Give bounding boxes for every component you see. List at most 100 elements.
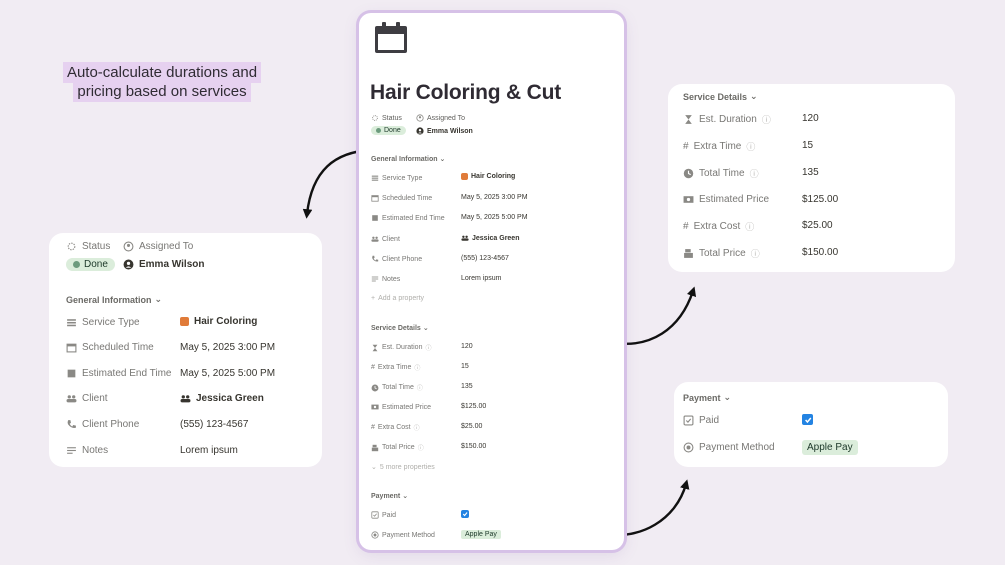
general-info-header[interactable]: General Information ⌄: [371, 155, 445, 164]
square-icon: [372, 215, 378, 221]
end-value[interactable]: May 5, 2025 5:00 PM: [461, 214, 528, 221]
scheduled-label-row: Scheduled Time: [66, 342, 154, 353]
total-time-label: Total Time: [382, 384, 414, 391]
assigned-label: Assigned To: [139, 241, 194, 252]
add-property-button[interactable]: + Add a property: [371, 295, 424, 302]
payment-label: Payment: [683, 392, 721, 403]
info-icon[interactable]: ⓘ: [414, 366, 421, 372]
method-tag[interactable]: Apple Pay: [802, 440, 858, 455]
scheduled-label: Scheduled Time: [382, 194, 433, 202]
clock-icon: [371, 384, 379, 391]
info-icon[interactable]: ⓘ: [416, 386, 423, 392]
notes-label-row: Notes: [371, 275, 400, 283]
total-price-value[interactable]: $150.00: [461, 443, 487, 450]
duration-value[interactable]: 120: [461, 343, 473, 350]
assigned-value: Emma Wilson: [139, 259, 205, 270]
payment-header[interactable]: Payment ⌄: [683, 392, 731, 403]
scheduled-value[interactable]: May 5, 2025 3:00 PM: [180, 342, 276, 353]
end-value[interactable]: May 5, 2025 5:00 PM: [180, 368, 276, 379]
scheduled-label-row: Scheduled Time: [371, 194, 432, 202]
total-time-value[interactable]: 135: [461, 383, 473, 390]
status-value: Done: [84, 259, 108, 270]
chevron-down-icon: ⌄: [422, 325, 429, 332]
hash-icon: #: [371, 364, 375, 371]
scheduled-value[interactable]: May 5, 2025 3:00 PM: [461, 194, 528, 201]
info-icon[interactable]: ⓘ: [417, 446, 424, 452]
end-label-row: Estimated End Time: [371, 214, 445, 222]
status-label: Status: [82, 241, 111, 252]
assigned-label: Assigned To: [427, 114, 466, 122]
chevron-down-icon: ⌄: [723, 392, 732, 402]
est-price-label-row: Estimated Price: [371, 403, 431, 411]
phone-value[interactable]: (555) 123-4567: [461, 255, 509, 262]
service-type-value[interactable]: Hair Coloring: [180, 316, 257, 327]
paid-checkbox[interactable]: [461, 510, 469, 518]
total-price-label: Total Price: [699, 248, 746, 259]
assignee[interactable]: Emma Wilson: [416, 127, 473, 135]
notes-label-row: Notes: [66, 445, 108, 456]
plus-icon: +: [371, 295, 376, 302]
duration-value[interactable]: 120: [802, 113, 819, 124]
info-icon[interactable]: ⓘ: [745, 222, 755, 232]
paid-checkbox[interactable]: [802, 414, 813, 425]
status-value-wrap: Done: [371, 126, 406, 135]
extra-time-value[interactable]: 15: [802, 140, 814, 151]
est-price-label: Estimated Price: [699, 194, 770, 205]
service-type-label: Service Type: [82, 317, 140, 328]
info-icon[interactable]: ⓘ: [749, 169, 759, 179]
status-badge[interactable]: Done: [66, 258, 115, 271]
phone-icon: [67, 420, 76, 429]
client-value[interactable]: Jessica Green: [461, 234, 519, 242]
info-icon[interactable]: ⓘ: [761, 115, 771, 125]
method-label: Payment Method: [382, 531, 435, 539]
payment-label: Payment: [371, 492, 401, 500]
paid-value-wrap: [461, 510, 469, 518]
payment-header[interactable]: Payment ⌄: [371, 492, 408, 501]
extra-time-label: Extra Time: [377, 364, 412, 371]
est-price-value[interactable]: $125.00: [461, 403, 487, 410]
service-type-value[interactable]: Hair Coloring: [461, 173, 515, 180]
general-info-label: General Information: [371, 155, 438, 163]
extra-cost-value[interactable]: $25.00: [802, 220, 833, 231]
notes-value[interactable]: Lorem ipsum: [180, 445, 238, 456]
est-price-value[interactable]: $125.00: [802, 194, 839, 205]
assigned-label-row: Assigned To: [123, 241, 193, 252]
client-text: Jessica Green: [472, 234, 520, 242]
extra-cost-value[interactable]: $25.00: [461, 423, 483, 430]
end-label-row: Estimated End Time: [66, 368, 171, 379]
more-properties-toggle[interactable]: ⌄ 5 more properties: [371, 463, 435, 472]
clock-icon: [683, 168, 694, 179]
info-icon[interactable]: ⓘ: [746, 142, 756, 152]
page-title: Hair Coloring & Cut: [370, 81, 562, 104]
list-icon: [67, 319, 76, 327]
phone-label: Client Phone: [382, 255, 423, 263]
service-details-header[interactable]: Service Details ⌄: [683, 91, 758, 102]
extra-time-value[interactable]: 15: [461, 363, 469, 370]
info-icon[interactable]: ⓘ: [750, 249, 760, 259]
checkbox-icon: [371, 511, 379, 519]
general-info-header[interactable]: General Information ⌄: [66, 294, 162, 305]
calendar-icon: [375, 22, 407, 53]
notes-value[interactable]: Lorem ipsum: [461, 275, 502, 282]
total-price-value[interactable]: $150.00: [802, 247, 839, 258]
total-time-value[interactable]: 135: [802, 167, 819, 178]
cash-register-icon: [684, 249, 693, 258]
service-tag-icon: [180, 317, 189, 326]
extra-cost-label-row: # Extra Cost ⓘ: [683, 220, 754, 233]
scheduled-label: Scheduled Time: [82, 342, 154, 353]
status-value-wrap: Done: [66, 258, 115, 271]
total-price-label-row: Total Price ⓘ: [371, 443, 424, 452]
service-type-label-row: Service Type: [66, 317, 140, 328]
status-sun-icon: [67, 242, 76, 251]
service-details-header[interactable]: Service Details ⌄: [371, 324, 429, 333]
info-icon[interactable]: ⓘ: [413, 426, 420, 432]
service-details-label: Service Details: [683, 91, 748, 102]
info-icon[interactable]: ⓘ: [425, 346, 432, 352]
status-badge[interactable]: Done: [371, 126, 406, 135]
method-tag[interactable]: Apple Pay: [461, 530, 501, 539]
assignee[interactable]: Emma Wilson: [123, 259, 204, 270]
phone-value[interactable]: (555) 123-4567: [180, 419, 249, 430]
client-value[interactable]: Jessica Green: [180, 393, 264, 404]
people-icon: [180, 395, 191, 403]
person-circle-icon: [416, 114, 424, 122]
